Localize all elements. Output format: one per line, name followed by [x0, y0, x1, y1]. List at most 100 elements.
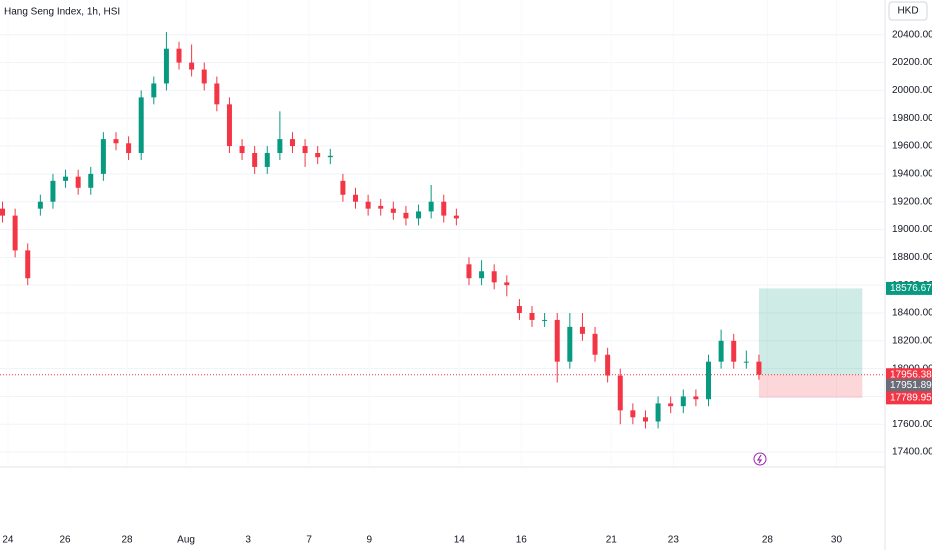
candle-body	[289, 139, 295, 147]
x-tick-label: 23	[668, 535, 680, 546]
candle-body	[516, 306, 522, 313]
candle-body	[617, 375, 623, 411]
candle-body	[239, 146, 245, 154]
chart-title: Hang Seng Index, 1h, HSI	[4, 7, 120, 18]
bid-price-label: 17951.89	[890, 380, 932, 391]
candle-body	[441, 201, 447, 216]
x-tick-label: 26	[59, 535, 71, 546]
y-tick-label: 20000.00	[892, 85, 932, 96]
candle-body	[100, 139, 106, 174]
entry-price-label-box	[886, 368, 932, 382]
x-tick-label: 28	[122, 535, 134, 546]
candle-body	[428, 201, 434, 212]
x-tick-label: Aug	[177, 535, 195, 546]
candle-body	[327, 155, 333, 158]
candle-body	[403, 212, 409, 219]
x-tick-label: 14	[454, 535, 466, 546]
x-tick-label: 30	[831, 535, 843, 546]
candle-body	[63, 176, 69, 181]
candle-body	[491, 271, 497, 283]
entry-price-label: 17956.38	[890, 369, 932, 380]
candle-body	[113, 139, 119, 144]
profit-zone	[758, 288, 863, 375]
candle-body	[680, 396, 686, 407]
candle-body	[504, 282, 510, 286]
y-tick-label: 17400.00	[892, 447, 932, 458]
candle-body	[138, 97, 144, 154]
candle-body	[353, 194, 359, 202]
x-tick-label: 21	[606, 535, 618, 546]
candle-body	[378, 205, 384, 209]
candle-body	[706, 361, 712, 400]
candle-body	[264, 153, 270, 167]
candle-body	[277, 139, 283, 154]
candle-body	[579, 326, 585, 334]
target-price-label: 18576.67	[890, 283, 932, 294]
loss-zone	[758, 374, 863, 398]
y-tick-label: 20200.00	[892, 57, 932, 68]
x-tick-label: 28	[762, 535, 774, 546]
candle-body	[630, 410, 636, 418]
candle-body	[453, 215, 459, 219]
candle-body	[163, 48, 169, 84]
candle-body	[416, 211, 422, 219]
candle-body	[605, 354, 611, 376]
y-tick-label: 17600.00	[892, 419, 932, 430]
y-tick-label: 19600.00	[892, 141, 932, 152]
candle-body	[25, 250, 31, 279]
candle-body	[151, 83, 157, 98]
stop-price-label: 17789.95	[890, 392, 932, 403]
candle-body	[390, 208, 396, 213]
x-tick-label: 7	[306, 535, 312, 546]
bid-price-label-box	[886, 378, 932, 392]
target-price-label-box	[886, 281, 932, 295]
candle-body	[554, 319, 560, 362]
y-tick-label: 18400.00	[892, 308, 932, 319]
event-bolt	[756, 454, 763, 464]
y-tick-label: 19800.00	[892, 113, 932, 124]
x-tick-label: 9	[366, 535, 372, 546]
candle-body	[693, 396, 699, 400]
candle-body	[466, 264, 472, 279]
candle-body	[743, 361, 749, 363]
currency-label[interactable]: HKD	[897, 6, 918, 17]
event-icon[interactable]	[753, 452, 767, 466]
candle-body	[642, 417, 648, 422]
candle-body	[756, 361, 762, 375]
candle-body	[75, 176, 81, 188]
candle-body	[189, 62, 195, 70]
x-tick-label: 16	[516, 535, 528, 546]
candle-body	[655, 403, 661, 422]
candle-body	[365, 201, 371, 209]
x-tick-label: 3	[245, 535, 251, 546]
candle-body	[542, 319, 548, 321]
candle-body	[88, 173, 94, 188]
candle-body	[226, 104, 232, 147]
candle-body	[126, 143, 132, 154]
candle-body	[252, 153, 258, 167]
candle-body	[668, 403, 674, 407]
currency-button[interactable]	[888, 1, 928, 21]
candle-body	[50, 180, 56, 202]
candle-body	[201, 69, 207, 84]
y-tick-label: 19200.00	[892, 196, 932, 207]
candle-body	[718, 340, 724, 362]
candle-body	[340, 180, 346, 195]
candle-body	[302, 146, 308, 154]
candle-body	[37, 201, 43, 209]
y-tick-label: 19000.00	[892, 224, 932, 235]
y-tick-label: 20400.00	[892, 29, 932, 40]
stop-price-label-box	[886, 391, 932, 405]
candle-body	[176, 48, 182, 63]
candle-body	[567, 326, 573, 362]
candle-body	[315, 153, 321, 158]
candle-body	[592, 333, 598, 355]
candle-body	[12, 215, 18, 251]
y-tick-label: 18200.00	[892, 335, 932, 346]
candle-body	[214, 83, 220, 105]
candle-body	[0, 208, 6, 216]
candle-body	[529, 312, 535, 320]
y-tick-label: 19400.00	[892, 169, 932, 180]
candle-body	[479, 271, 485, 279]
